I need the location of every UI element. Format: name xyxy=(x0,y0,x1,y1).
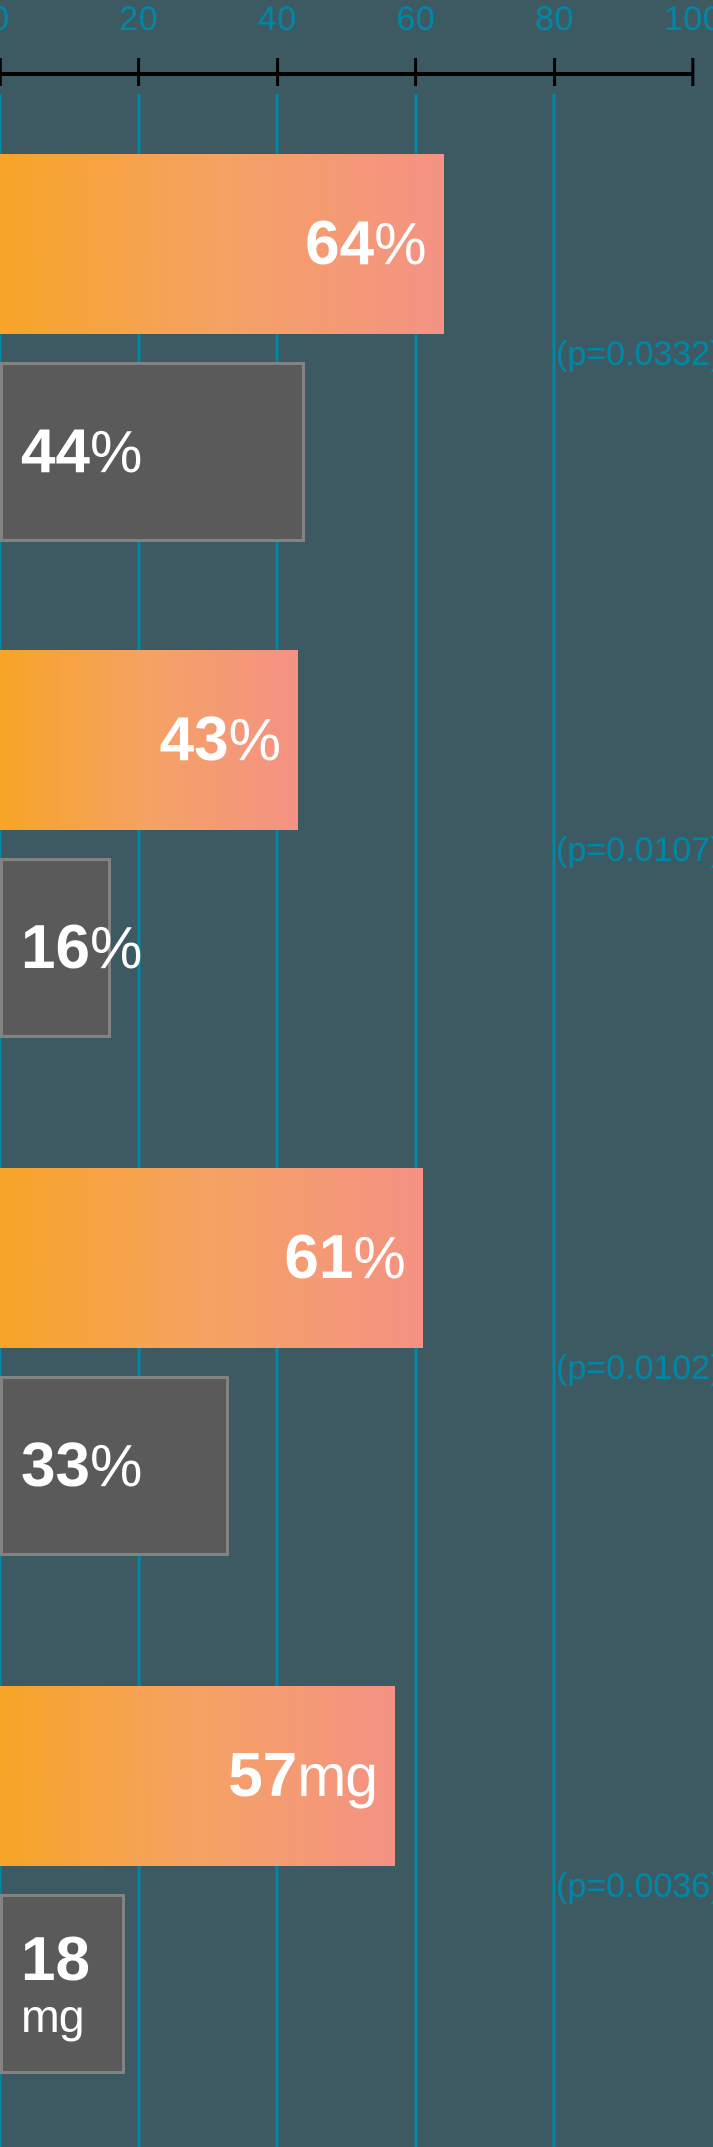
gridline xyxy=(414,94,417,2147)
p-value-label: (p=0.0036) xyxy=(556,1867,713,1906)
control-bar: 18mg xyxy=(0,1894,125,2074)
axis-tick: 20 xyxy=(119,0,158,39)
axis-tick: 0 xyxy=(0,0,10,39)
bar-value-label: 61% xyxy=(284,1225,404,1290)
bar-value-label: 16% xyxy=(21,915,141,980)
axis-tick: 60 xyxy=(396,0,435,39)
bar-value-label: 57mg xyxy=(228,1743,377,1808)
tick-mark xyxy=(0,58,1,86)
bar-value-label: 33% xyxy=(21,1433,141,1498)
control-bar: 33% xyxy=(0,1376,229,1556)
tick-mark xyxy=(553,58,556,86)
p-value-label: (p=0.0107) xyxy=(556,831,713,870)
axis-tick: 80 xyxy=(535,0,574,39)
control-bar: 16% xyxy=(0,858,111,1038)
bar-value-label: 44% xyxy=(21,419,141,484)
axis-tick: 40 xyxy=(258,0,297,39)
axis-tick-label: 40 xyxy=(258,0,297,38)
bar-value-label: 43% xyxy=(160,707,280,772)
bar-value-label: 64% xyxy=(305,211,425,276)
tick-mark xyxy=(137,58,140,86)
tick-mark xyxy=(276,58,279,86)
axis-tick-label: 20 xyxy=(119,0,158,38)
treatment-bar: 57mg xyxy=(0,1686,395,1866)
bar-value-label: 18mg xyxy=(21,1927,90,2041)
treatment-bar: 43% xyxy=(0,650,298,830)
p-value-label: (p=0.0102) xyxy=(556,1349,713,1388)
axis-tick-label: 0 xyxy=(0,0,10,38)
tick-mark xyxy=(414,58,417,86)
axis-tick-label: 100 xyxy=(664,0,713,38)
axis-tick: 100 xyxy=(664,0,713,39)
axis-baseline xyxy=(0,72,693,76)
x-axis: 020406080100 xyxy=(0,0,693,94)
treatment-bar: 61% xyxy=(0,1168,423,1348)
axis-tick-label: 80 xyxy=(535,0,574,38)
axis-tick-label: 60 xyxy=(396,0,435,38)
gridline xyxy=(553,94,556,2147)
comparison-bar-chart: 0 20 40 60 80 100 64% 44% (p=0.0332) 43% 16% (p=0.… xyxy=(0,0,713,2147)
treatment-bar: 64% xyxy=(0,154,444,334)
tick-mark xyxy=(691,58,694,86)
p-value-label: (p=0.0332) xyxy=(556,335,713,374)
control-bar: 44% xyxy=(0,362,305,542)
